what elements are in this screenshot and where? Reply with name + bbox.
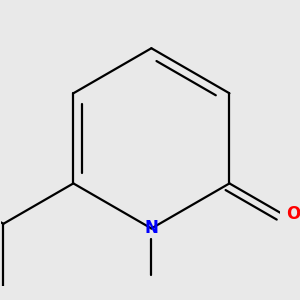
Text: N: N xyxy=(145,220,158,238)
Text: O: O xyxy=(286,206,300,224)
